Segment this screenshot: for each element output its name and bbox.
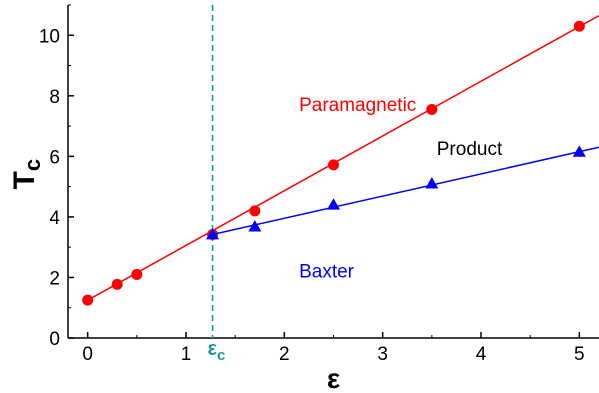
x-tick-label: 1 [181, 344, 192, 365]
baxter-product-point [327, 198, 340, 210]
x-tick-label: 5 [574, 344, 585, 365]
paramagnetic-product-point [573, 20, 585, 32]
x-tick-label: 0 [82, 344, 93, 365]
y-axis-label: Tc [8, 159, 45, 190]
paramagnetic-product-point [426, 103, 438, 115]
x-tick-label: 4 [476, 344, 487, 365]
annotation-baxter: Baxter [299, 261, 355, 282]
y-axis-label-sub: c [20, 159, 45, 171]
baxter-product-point [425, 177, 439, 189]
paramagnetic-product-fit-line [87, 14, 599, 301]
epsilon-c-label: εc [208, 338, 226, 364]
y-tick-label: 2 [49, 268, 60, 289]
annotation-product: Product [437, 139, 503, 160]
baxter-product-point [248, 220, 262, 232]
x-tick-label: 2 [279, 344, 290, 365]
baxter-product-point [572, 145, 586, 157]
paramagnetic-product-point [111, 278, 123, 290]
epsilon-c-sub: c [217, 347, 225, 364]
paramagnetic-product-point [82, 294, 94, 306]
y-tick-label: 0 [49, 329, 60, 350]
x-tick-label: 3 [377, 344, 388, 365]
y-axis-label-main: T [8, 171, 41, 189]
annotation-layer: Paramagnetic Product Baxter εc [208, 95, 503, 364]
paramagnetic-product-point [249, 205, 261, 217]
series-layer [82, 14, 599, 306]
annotation-paramagnetic: Paramagnetic [299, 95, 416, 116]
x-axis-label: ε [327, 363, 340, 393]
y-tick-label: 8 [49, 87, 60, 108]
y-tick-label: 4 [49, 208, 60, 229]
paramagnetic-product-point [328, 159, 339, 171]
y-tick-label: 10 [39, 26, 60, 47]
paramagnetic-product-point [131, 268, 143, 280]
plot-area: 0 1 2 3 4 5 0 2 4 6 8 10 [39, 4, 599, 365]
y-tick-label: 6 [49, 147, 60, 168]
epsilon-c-main: ε [208, 338, 218, 360]
axis-labels: ε Tc [8, 159, 340, 393]
baxter-product-point [206, 227, 220, 240]
baxter-product-fit-line [212, 146, 599, 236]
